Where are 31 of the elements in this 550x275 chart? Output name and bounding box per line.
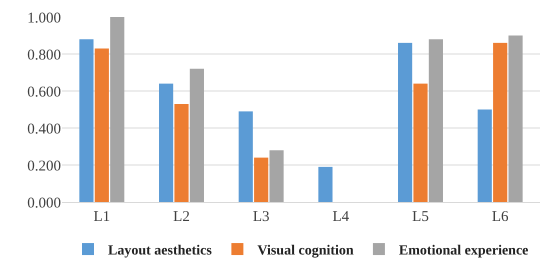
x-tick-label: L3 [252, 209, 270, 225]
x-tick-label: L1 [93, 209, 110, 225]
bar [493, 42, 508, 202]
bar [269, 150, 284, 202]
x-tick-label: L6 [492, 209, 509, 225]
bar [174, 104, 189, 202]
bar [398, 42, 412, 202]
legend-label: Emotional experience [398, 244, 528, 259]
bar [110, 17, 124, 202]
y-tick-label: 0.200 [27, 158, 61, 174]
bar [413, 84, 428, 202]
bar [318, 166, 333, 202]
bar [238, 111, 253, 202]
legend-label: Visual cognition [257, 244, 354, 259]
bar [508, 36, 523, 202]
legend-label: Layout aesthetics [108, 244, 212, 259]
bar [94, 48, 109, 202]
y-tick-label: 0.800 [27, 47, 61, 64]
y-tick-label: 0.600 [27, 84, 61, 100]
x-tick-label: L5 [412, 209, 429, 225]
y-tick-label: 1.000 [27, 10, 61, 26]
bar [79, 39, 94, 202]
x-tick-label: L4 [332, 209, 350, 225]
bar [190, 68, 204, 202]
y-tick-label: 0.000 [27, 195, 61, 212]
x-tick-label: L2 [173, 209, 190, 225]
bar [428, 39, 443, 202]
bar [159, 84, 174, 202]
bar [478, 110, 492, 202]
bar [254, 158, 268, 202]
y-tick-label: 0.400 [27, 121, 61, 138]
